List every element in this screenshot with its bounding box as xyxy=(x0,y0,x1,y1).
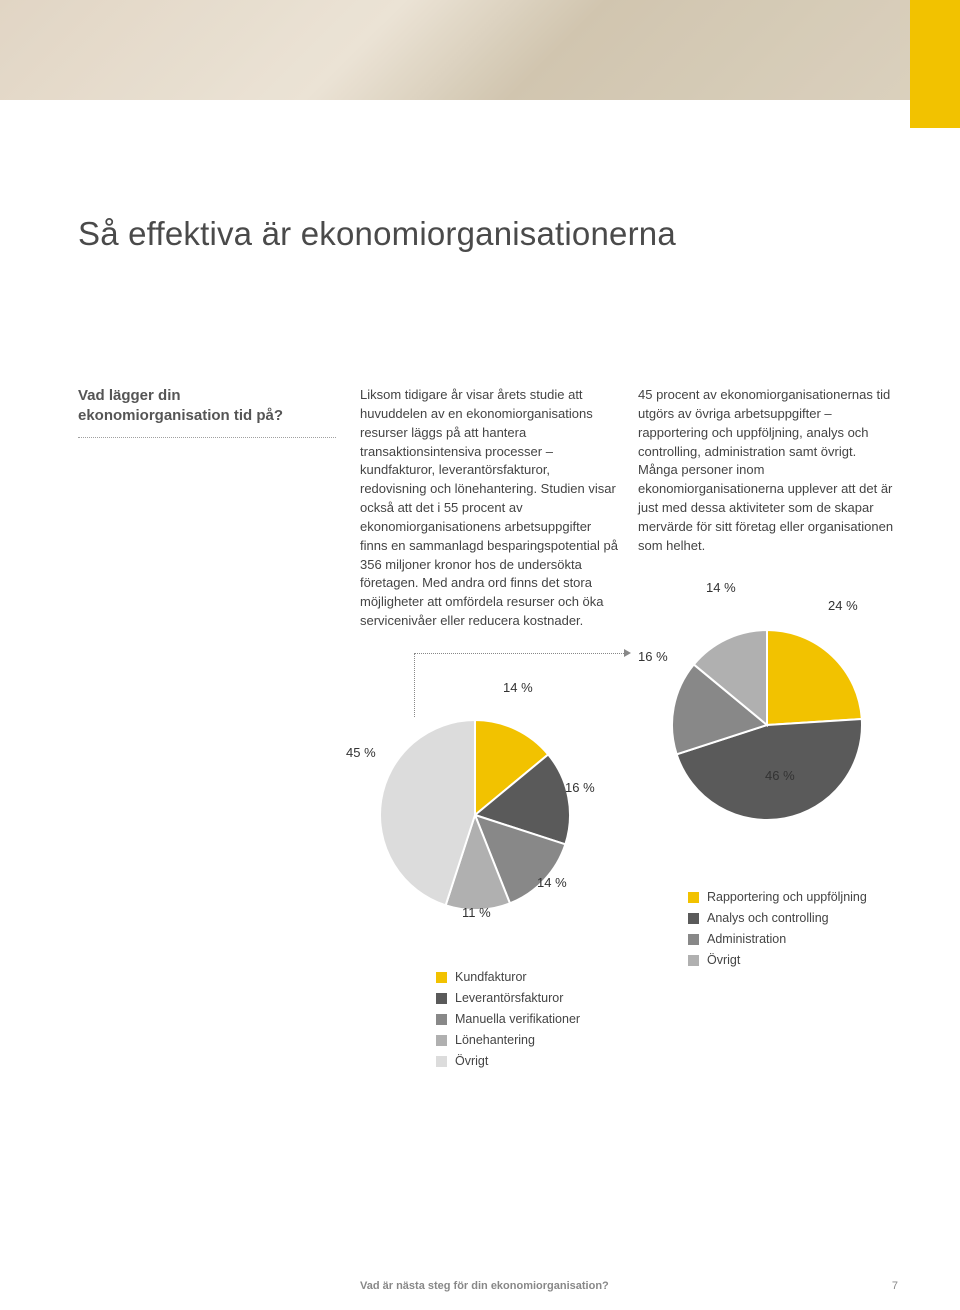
legend-color-box xyxy=(436,1035,447,1046)
chart1-label-4: 45 % xyxy=(346,745,376,760)
page-number: 7 xyxy=(892,1280,898,1292)
sidebar-heading-line2: ekonomiorganisation tid på? xyxy=(78,407,283,424)
chart2-container: 24 % 46 % 16 % 14 % Rapportering och upp… xyxy=(640,600,940,1000)
sidebar-heading: Vad lägger din ekonomiorganisation tid p… xyxy=(78,386,336,427)
legend-label: Administration xyxy=(707,932,786,946)
legend-color-box xyxy=(436,993,447,1004)
legend-label: Kundfakturor xyxy=(455,970,527,984)
chart2-label-2: 16 % xyxy=(638,649,668,664)
footer-text: Vad är nästa steg för din ekonomiorganis… xyxy=(360,1280,609,1292)
header-band xyxy=(0,0,960,128)
legend-row: Lönehantering xyxy=(436,1033,640,1047)
legend-label: Rapportering och uppföljning xyxy=(707,890,867,904)
chart1-label-2: 14 % xyxy=(537,875,567,890)
legend-color-box xyxy=(436,972,447,983)
legend-color-box xyxy=(436,1056,447,1067)
legend-row: Övrigt xyxy=(688,953,940,967)
legend-row: Administration xyxy=(688,932,940,946)
legend-row: Kundfakturor xyxy=(436,970,640,984)
chart1-container: 14 % 16 % 14 % 11 % 45 % Kundfakturor Lev… xyxy=(340,680,640,1100)
legend-row: Övrigt xyxy=(436,1054,640,1068)
chart2-label-3: 14 % xyxy=(706,580,736,595)
legend-label: Övrigt xyxy=(707,953,740,967)
chart2-label-0: 24 % xyxy=(828,598,858,613)
legend-row: Rapportering och uppföljning xyxy=(688,890,940,904)
legend-label: Övrigt xyxy=(455,1054,488,1068)
legend-row: Analys och controlling xyxy=(688,911,940,925)
chart1-label-0: 14 % xyxy=(503,680,533,695)
chart1-label-3: 11 % xyxy=(462,905,491,920)
legend-label: Lönehantering xyxy=(455,1033,535,1047)
header-photo xyxy=(0,0,910,100)
body-right: 45 procent av ekonomiorganisationernas t… xyxy=(638,386,898,556)
legend-color-box xyxy=(688,934,699,945)
legend-color-box xyxy=(436,1014,447,1025)
sidebar: Vad lägger din ekonomiorganisation tid p… xyxy=(78,386,336,438)
legend-color-box xyxy=(688,913,699,924)
chart2-pie xyxy=(672,630,862,820)
sidebar-divider xyxy=(78,437,336,438)
chart2-legend: Rapportering och uppföljning Analys och c… xyxy=(688,890,940,967)
chart2-label-1: 46 % xyxy=(765,768,795,783)
legend-label: Leverantörsfakturor xyxy=(455,991,563,1005)
legend-label: Analys och controlling xyxy=(707,911,829,925)
legend-color-box xyxy=(688,892,699,903)
chart1-label-1: 16 % xyxy=(565,780,595,795)
legend-label: Manuella verifikationer xyxy=(455,1012,580,1026)
legend-color-box xyxy=(688,955,699,966)
callout-line xyxy=(414,653,624,654)
legend-row: Leverantörsfakturor xyxy=(436,991,640,1005)
sidebar-heading-line1: Vad lägger din xyxy=(78,387,181,404)
callout-arrow-icon xyxy=(624,649,631,657)
chart1-legend: Kundfakturor Leverantörsfakturor Manuella … xyxy=(436,970,640,1068)
header-accent-bar xyxy=(910,0,960,128)
body-mid: Liksom tidigare år visar årets studie at… xyxy=(360,386,620,631)
page-title: Så effektiva är ekonomiorganisationerna xyxy=(78,215,676,253)
legend-row: Manuella verifikationer xyxy=(436,1012,640,1026)
